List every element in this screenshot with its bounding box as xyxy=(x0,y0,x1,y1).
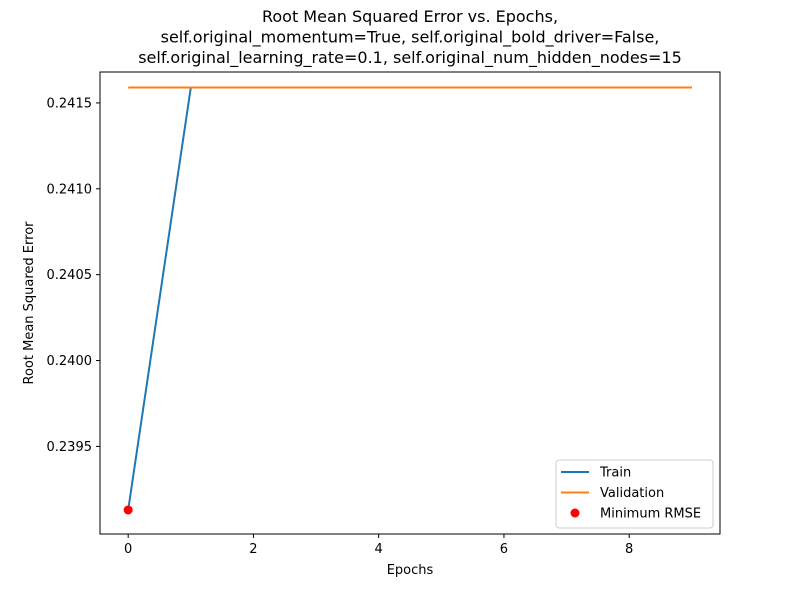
y-axis-label: Root Mean Squared Error xyxy=(22,221,37,385)
x-axis-label: Epochs xyxy=(387,563,434,578)
plot-area xyxy=(99,71,721,535)
x-tick-label: 6 xyxy=(500,542,508,557)
y-tick-label: 0.2400 xyxy=(47,354,93,369)
legend-box xyxy=(555,459,714,529)
x-tick-label: 8 xyxy=(625,542,633,557)
x-tick-label: 2 xyxy=(249,542,257,557)
minimum-rmse-point xyxy=(123,505,133,515)
y-tick-label: 0.2410 xyxy=(47,182,93,197)
y-tick-label: 0.2415 xyxy=(47,96,93,111)
series-line-train xyxy=(127,86,692,511)
legend-swatch-minimum-rmse xyxy=(570,508,580,518)
x-tick-label: 4 xyxy=(375,542,383,557)
legend-label: Train xyxy=(599,466,631,481)
y-tick-label: 0.2405 xyxy=(47,268,93,283)
axes-frame xyxy=(99,71,721,535)
x-tick-label: 0 xyxy=(124,542,132,557)
y-axis: 0.2395 0.2400 0.2405 0.2410 0.2415 xyxy=(47,96,100,455)
chart-title-line: Root Mean Squared Error vs. Epochs, xyxy=(262,7,558,26)
marker-layer xyxy=(123,505,133,515)
chart-title: Root Mean Squared Error vs. Epochs, self.… xyxy=(138,7,682,68)
x-axis: 0 2 4 6 8 xyxy=(124,534,633,557)
legend-label: Validation xyxy=(600,486,664,501)
chart-title-line: self.original_learning_rate=0.1, self.or… xyxy=(138,48,682,68)
chart-title-line: self.original_momentum=True, self.origin… xyxy=(161,28,660,48)
y-tick-label: 0.2395 xyxy=(47,440,93,455)
legend: Train Validation Minimum RMSE xyxy=(555,459,714,529)
series-layer xyxy=(127,86,692,511)
legend-label: Minimum RMSE xyxy=(600,507,701,522)
